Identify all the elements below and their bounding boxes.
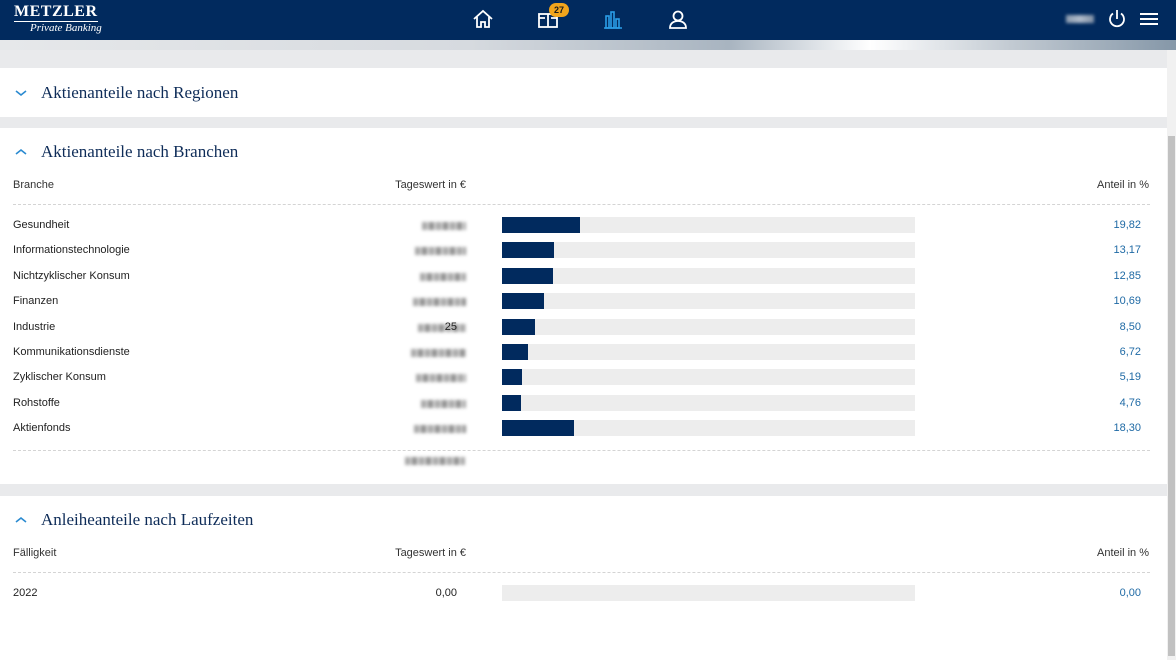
share-bar-fill (502, 420, 574, 437)
chevron-up-icon[interactable] (14, 515, 28, 525)
column-header-faelligkeit[interactable]: Fälligkeit (13, 547, 57, 559)
chevron-down-icon[interactable] (14, 88, 28, 98)
share-bar-track (502, 293, 915, 310)
divider (13, 572, 1150, 573)
username-redacted (1066, 15, 1094, 23)
row-share: 0,00 (1119, 587, 1141, 599)
row-share: 10,69 (1113, 295, 1141, 308)
row-value-redacted (413, 298, 466, 307)
row-label: Nichtzyklischer Konsum (13, 269, 130, 282)
share-bar-fill (502, 318, 535, 335)
share-bar-fill (502, 267, 553, 284)
scrollbar-thumb[interactable] (1168, 136, 1175, 656)
row-value-redacted (421, 399, 466, 408)
page-scrollbar[interactable] (1167, 50, 1176, 660)
share-bar-track (502, 318, 915, 335)
row-label: Kommunikationsdienste (13, 346, 130, 358)
row-value: 0,00 (435, 587, 457, 599)
column-header-branche[interactable]: Branche (13, 179, 54, 191)
chevron-up-icon[interactable] (14, 147, 28, 157)
row-value-redacted (418, 323, 466, 332)
brand-subtitle: Private Banking (30, 22, 102, 34)
share-bar-track (502, 420, 915, 437)
section-title[interactable]: Aktienanteile nach Branchen (41, 142, 239, 161)
chart-icon[interactable] (602, 8, 626, 30)
share-bar-fill (502, 293, 544, 310)
share-bar-track (502, 344, 915, 360)
header-gradient-strip (0, 40, 1176, 50)
row-label: Informationstechnologie (13, 244, 130, 257)
menu-icon[interactable] (1138, 8, 1162, 30)
share-bar-track (502, 242, 915, 259)
user-icon[interactable] (667, 8, 691, 30)
inbox-icon[interactable]: 27 (537, 3, 569, 30)
share-bar-track (502, 217, 915, 233)
row-share: 12,85 (1113, 269, 1141, 282)
row-value-redacted (411, 349, 466, 357)
section-title[interactable]: Anleiheanteile nach Laufzeiten (41, 510, 254, 529)
row-value-redacted (422, 222, 466, 230)
row-label: Aktienfonds (13, 422, 71, 435)
share-bar-fill (502, 394, 521, 411)
share-bar-track (502, 369, 915, 386)
share-bar-fill (502, 344, 528, 360)
share-bar-fill (502, 369, 522, 386)
share-bar-track (502, 585, 915, 601)
total-value-redacted (405, 457, 465, 465)
row-value-redacted (414, 425, 466, 434)
row-label: Rohstoffe (13, 396, 60, 409)
column-header-anteil[interactable]: Anteil in % (1097, 179, 1149, 191)
metzler-logo[interactable]: METZLER Private Banking (14, 4, 102, 34)
divider (13, 204, 1150, 205)
share-bar-fill (502, 242, 554, 259)
row-value-redacted (416, 374, 466, 383)
column-header-anteil[interactable]: Anteil in % (1097, 547, 1149, 559)
row-share: 4,76 (1119, 396, 1141, 409)
home-icon[interactable] (472, 8, 496, 30)
share-bar-track (502, 394, 915, 411)
column-header-tageswert[interactable]: Tageswert in € (395, 179, 466, 191)
row-value-visible-tail: 25 (444, 320, 457, 333)
section-branchen: Aktienanteile nach Branchen Branche Tage… (0, 128, 1167, 484)
top-navigation-bar: METZLER Private Banking 27 (0, 0, 1176, 40)
row-share: 8,50 (1119, 320, 1141, 333)
row-label: Gesundheit (13, 219, 70, 231)
row-share: 5,19 (1119, 371, 1141, 384)
row-share: 6,72 (1119, 346, 1141, 358)
divider (13, 450, 1150, 451)
row-share: 18,30 (1113, 422, 1141, 435)
share-bar-track (502, 267, 915, 284)
row-label: Finanzen (13, 295, 59, 308)
column-header-tageswert[interactable]: Tageswert in € (395, 547, 466, 559)
row-label: Zyklischer Konsum (13, 371, 106, 384)
row-value-redacted (415, 247, 466, 256)
share-bar-fill (502, 217, 580, 233)
inbox-count-badge: 27 (549, 3, 569, 17)
row-value-redacted (420, 272, 466, 281)
row-label: 2022 (13, 587, 38, 599)
section-laufzeiten: Anleiheanteile nach Laufzeiten Fälligkei… (0, 496, 1167, 660)
power-icon[interactable] (1106, 8, 1130, 30)
brand-name: METZLER (14, 3, 98, 22)
row-share: 13,17 (1113, 244, 1141, 257)
row-share: 19,82 (1113, 219, 1141, 231)
section-regionen[interactable]: Aktienanteile nach Regionen (0, 68, 1167, 117)
row-label: Industrie (13, 320, 56, 333)
section-title[interactable]: Aktienanteile nach Regionen (41, 83, 239, 102)
